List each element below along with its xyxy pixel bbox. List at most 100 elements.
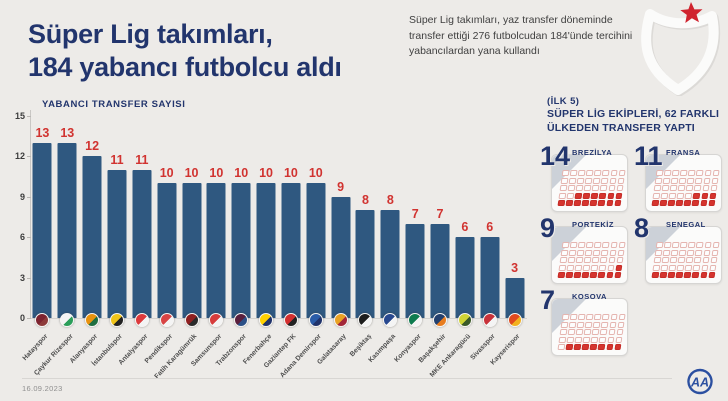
waffle-cell-filled [581,272,589,278]
waffle-cell-empty [560,177,568,184]
waffle-cell-empty [677,256,686,263]
waffle-cell-empty [693,184,702,191]
waffle-cell-empty [569,169,577,176]
waffle-cell-empty [592,177,601,184]
bar-rect [480,237,500,318]
waffle-cell-empty [568,249,576,256]
waffle-cell-empty [617,249,625,256]
y-tick-mark [27,156,31,158]
waffle-cell-empty [568,177,576,184]
bar-slot-fatih-karag-mr-k: 10 Fatih Karagümrük [154,116,204,380]
bar-value-label: 11 [110,152,124,167]
bar-value-label: 10 [159,166,174,181]
waffle-cell-empty [616,256,624,263]
waffle-cell-empty [600,321,609,328]
team-crest-icon [308,313,323,327]
bar-rect [281,183,301,318]
waffle-cell-filled [691,272,700,278]
bar-slot-adana-demirspor: 10 Adana Demirspor [279,116,328,379]
waffle-cell-empty [591,328,600,335]
waffle-cell-empty [662,177,670,184]
svg-text:AA: AA [690,376,709,390]
waffle-cell-empty [585,313,594,320]
waffle-cell-empty [591,184,600,191]
waffle-cell-empty [602,241,610,248]
x-axis-line [30,318,527,319]
waffle-cell-empty [710,256,718,263]
waffle-cell-empty [669,256,677,263]
waffle-cell-empty [591,256,600,263]
waffle-cell-empty [566,336,574,343]
country-card-body [645,154,722,212]
waffle-cell-empty [599,256,608,263]
bar-rect [405,223,425,318]
bar-slot-gaziantep-fk: 10 Gaziantep FK [263,116,304,370]
country-card-brezi̇lya: 14 BREZİLYA [540,141,634,216]
country-count: 7 [540,285,556,315]
bar-value-label: 3 [511,260,519,275]
waffle-cell-filled [581,344,589,350]
waffle-cell-empty [576,249,585,256]
waffle-cell-empty [700,264,709,271]
bar-value-label: 13 [35,125,50,140]
waffle-cell-empty [585,169,594,176]
team-crest-icon [209,313,224,327]
waffle-cell-empty [687,241,696,248]
waffle-cell-empty [569,241,577,248]
waffle-cell-empty [583,328,592,335]
waffle-cell-empty [652,264,660,271]
waffle-cell-empty [566,264,574,271]
bar-slot-samsunspor: 10 Samsunspor [190,116,229,368]
waffle-cell-empty [577,313,586,320]
y-tick-label: 6 [19,232,25,243]
waffle-grid [651,169,720,206]
bar-value-label: 11 [135,152,149,167]
waffle-cell-empty [574,264,582,271]
waffle-cell-empty [661,256,669,263]
waffle-cell-empty [709,264,717,271]
bar-rect [132,169,152,318]
waffle-cell-empty [618,313,626,320]
waffle-cell-empty [559,256,567,263]
waffle-cell-empty [616,328,624,335]
bar-value-label: 6 [486,220,494,235]
waffle-cell-empty [655,241,663,248]
country-count: 14 [540,141,571,171]
team-crest-icon [184,313,199,327]
waffle-cell-empty [653,184,661,191]
waffle-cell-empty [567,256,575,263]
waffle-cell-empty [678,249,687,256]
bar-value-label: 13 [60,125,75,140]
y-tick-mark [27,196,31,198]
bar-chart-plot: 13 Hatayspor 13 Çaykur Rizespor 12 Alanyaspor… [22,116,527,380]
waffle-cell-empty [685,256,694,263]
waffle-cell-empty [575,328,583,335]
waffle-cell-empty [558,192,566,199]
waffle-cell-filled [589,272,598,278]
waffle-cell-empty [679,169,688,176]
waffle-cell-filled [613,200,622,206]
team-name-label: Beşiktaş [348,333,373,359]
waffle-cell-empty [593,241,602,248]
waffle-cell-empty [617,177,625,184]
waffle-cell-empty [582,336,590,343]
country-name: PORTEKİZ [572,220,614,229]
waffle-cell-empty [568,321,576,328]
waffle-cell-filled [590,192,599,199]
waffle-cell-empty [610,169,618,176]
waffle-cell-filled [589,344,598,350]
waffle-grid [651,241,720,278]
waffle-cell-empty [677,184,686,191]
waffle-cell-empty [712,241,720,248]
waffle-cell-empty [661,184,669,191]
bar-slot-trabzonspor: 10 Trabzonspor [215,116,254,368]
bar-value-label: 9 [337,179,345,194]
y-tick-label: 9 [19,191,25,202]
waffle-cell-empty [600,249,609,256]
bar-slot-pendikspor: 10 Pendikspor [143,116,179,365]
page-title-line1: Süper Lig takımları, [28,19,273,49]
waffle-cell-empty [616,184,624,191]
waffle-cell-filled [557,272,565,278]
bar-rect [157,183,177,318]
bar-value-label: 6 [461,220,469,235]
